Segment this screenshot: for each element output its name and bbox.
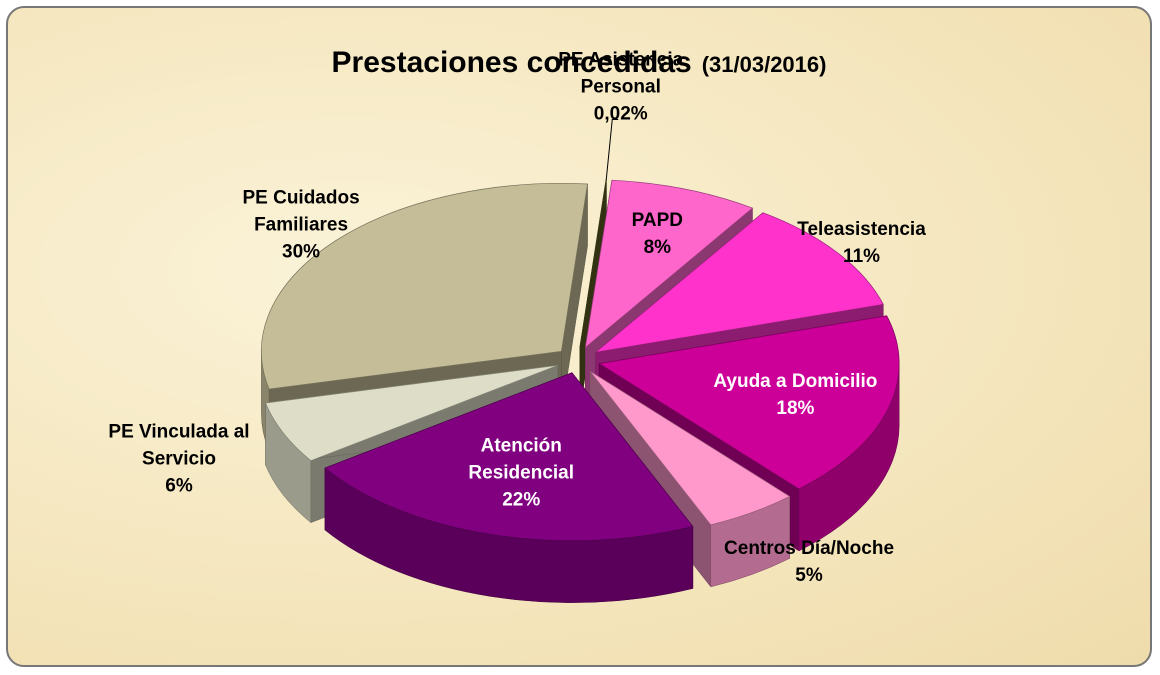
category-label: Atención Residencial: [468, 435, 575, 484]
slice: [589, 370, 791, 526]
leader-line: [605, 118, 619, 180]
slice-label: Centros Día/Noche 5%: [714, 535, 904, 589]
chart-title: Prestaciones concedidas: [331, 46, 692, 79]
slice-label: Teleasistencia 11%: [767, 216, 957, 270]
slice-label: PAPD 8%: [562, 207, 752, 261]
slice: [265, 364, 558, 462]
category-label: PAPD: [631, 209, 683, 231]
pie: [261, 118, 900, 603]
title-block: Prestaciones concedidas (31/03/2016): [8, 46, 1150, 80]
slice-label: Ayuda a Domicilio 18%: [700, 368, 890, 422]
slice-label: Atención Residencial 22%: [426, 432, 616, 513]
value-label: 30%: [282, 241, 321, 263]
slice-label: PE Asistencia Personal 0,02%: [526, 47, 716, 128]
category-label: Teleasistencia: [797, 218, 926, 240]
slice: [261, 182, 588, 390]
value-label: 6%: [165, 475, 193, 497]
value-label: 18%: [776, 397, 815, 419]
category-label: PE Asistencia Personal: [558, 49, 684, 98]
slice: [594, 212, 884, 353]
chart-subtitle: (31/03/2016): [701, 52, 827, 77]
slice: [598, 315, 900, 490]
category-label: PE Vinculada al Servicio: [108, 421, 250, 470]
slice: [584, 179, 754, 349]
category-label: Ayuda a Domicilio: [713, 370, 878, 392]
value-label: 0,02%: [593, 103, 648, 125]
category-label: Centros Día/Noche: [724, 537, 895, 559]
chart: Prestaciones concedidas (31/03/2016) PE A…: [6, 6, 1152, 667]
value-label: 8%: [643, 236, 672, 258]
slice-label: PE Vinculada al Servicio 6%: [84, 418, 274, 499]
value-label: 11%: [843, 245, 881, 267]
value-label: 22%: [502, 489, 541, 511]
value-label: 5%: [795, 564, 823, 586]
category-label: PE Cuidados Familiares: [242, 187, 360, 236]
slice-label: PE Cuidados Familiares 30%: [206, 184, 396, 265]
slice: [324, 372, 694, 542]
